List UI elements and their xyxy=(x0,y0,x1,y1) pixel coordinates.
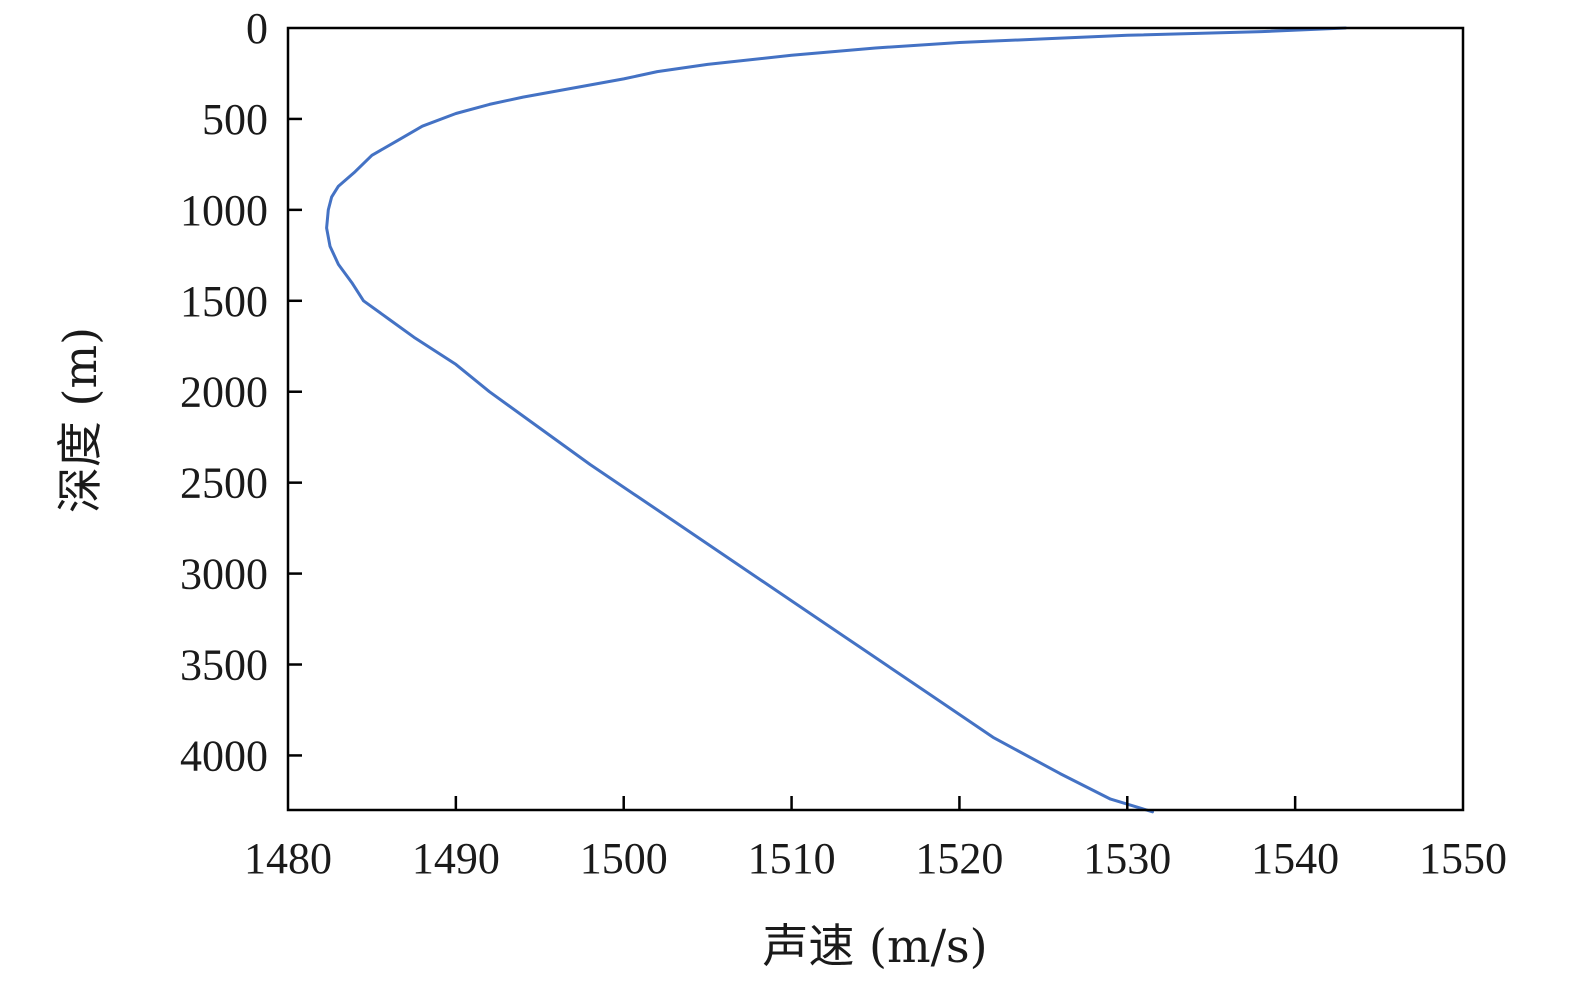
x-tick-label: 1540 xyxy=(1251,834,1339,883)
x-axis-ticks: 1480 1490 1500 1510 1520 1530 1540 1550 xyxy=(244,796,1507,883)
y-tick-label: 0 xyxy=(246,4,268,53)
y-tick-label: 4000 xyxy=(180,731,268,780)
x-tick-label: 1480 xyxy=(244,834,332,883)
x-tick-label: 1500 xyxy=(580,834,668,883)
x-tick-label: 1510 xyxy=(748,834,836,883)
y-tick-label: 3500 xyxy=(180,641,268,690)
x-axis-title: 声速 (m/s) xyxy=(762,919,987,973)
sound-speed-series-line xyxy=(325,26,1347,814)
x-tick-label: 1550 xyxy=(1419,834,1507,883)
y-tick-label: 2500 xyxy=(180,459,268,508)
y-tick-label: 500 xyxy=(202,95,268,144)
x-tick-label: 1530 xyxy=(1083,834,1171,883)
y-axis-title: 深度 (m) xyxy=(53,327,107,513)
plot-area-frame xyxy=(286,26,1465,812)
y-axis-ticks: 0 500 1000 1500 2000 2500 3000 3500 4000 xyxy=(180,4,302,780)
x-tick-label: 1490 xyxy=(412,834,500,883)
y-tick-label: 2000 xyxy=(180,368,268,417)
y-tick-label: 1500 xyxy=(180,277,268,326)
y-tick-label: 3000 xyxy=(180,550,268,599)
y-tick-label: 1000 xyxy=(180,186,268,235)
x-tick-label: 1520 xyxy=(915,834,1003,883)
plot-lines-layer xyxy=(325,26,1347,814)
